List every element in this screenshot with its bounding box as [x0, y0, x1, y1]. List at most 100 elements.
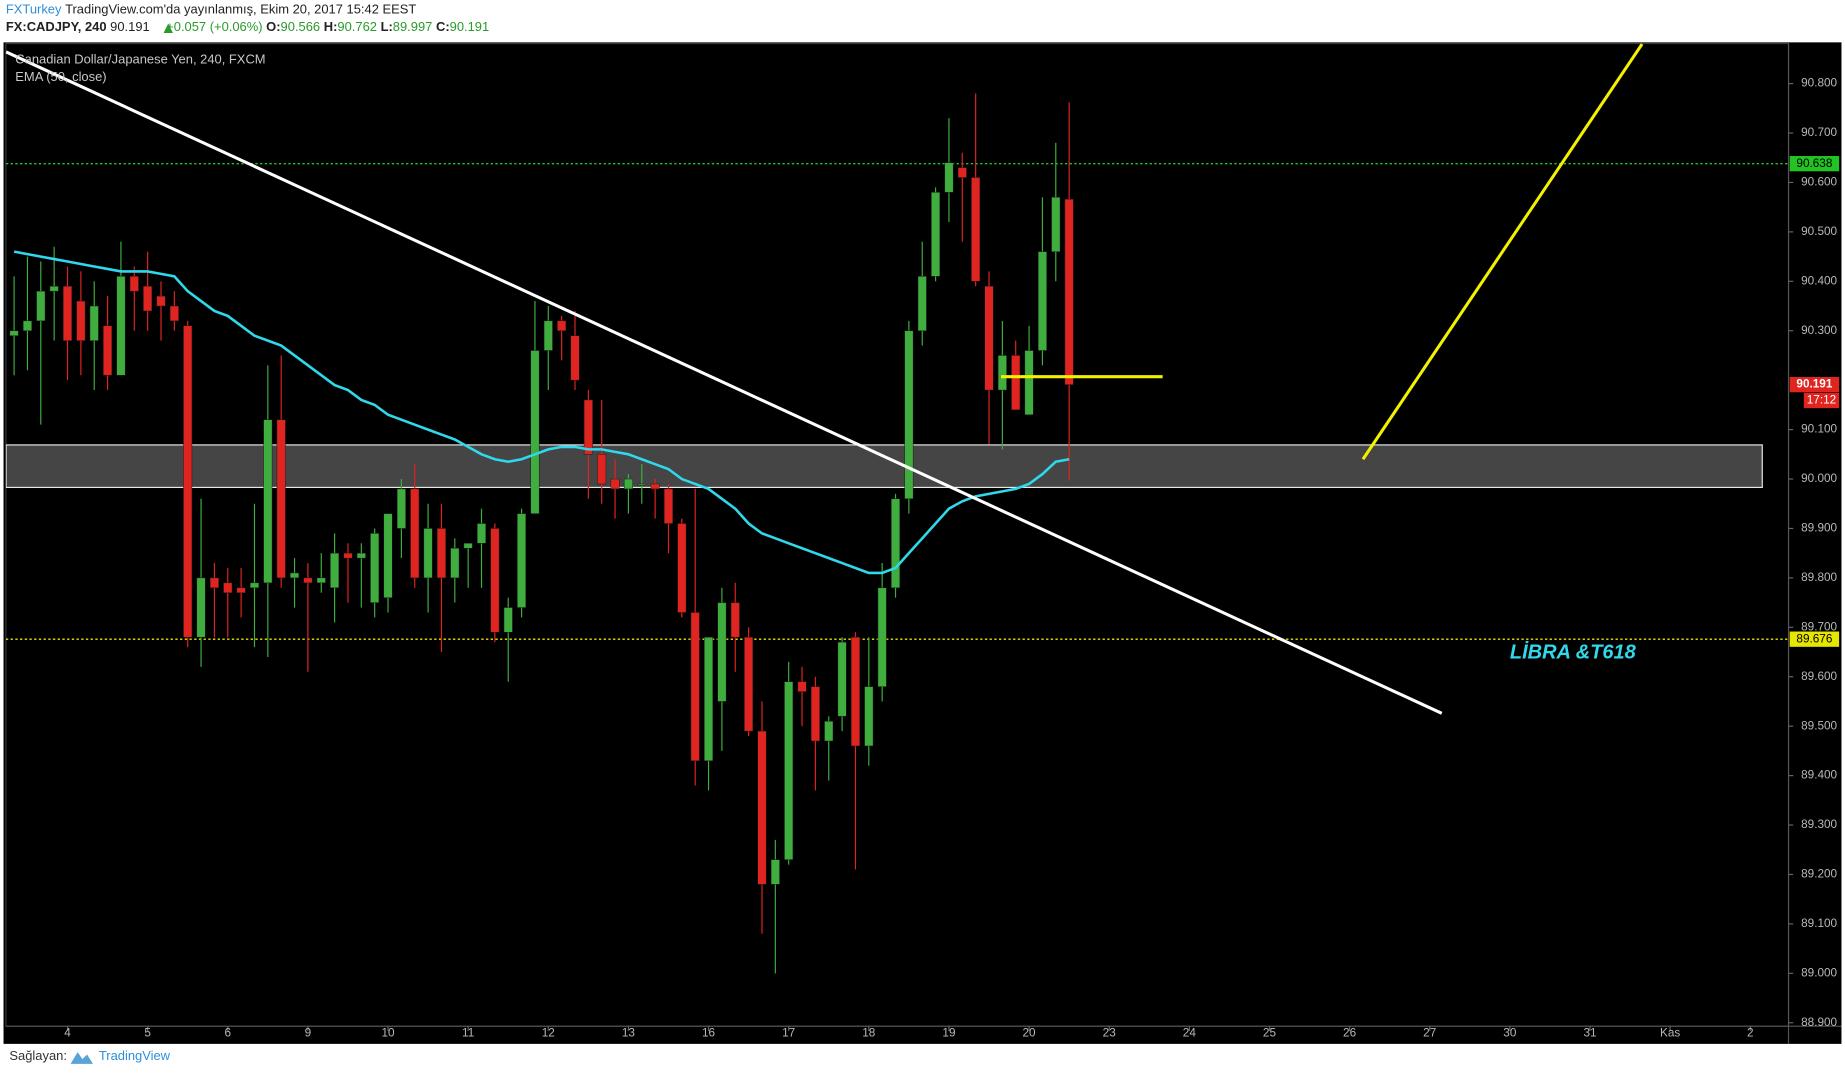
candle-body: [583, 399, 593, 455]
countdown: 17:12: [1807, 394, 1836, 407]
candle-body: [396, 488, 406, 529]
candle-body: [997, 355, 1007, 391]
candle-body: [410, 488, 420, 579]
candle-body: [824, 720, 834, 742]
level-label: 90.638: [1796, 157, 1832, 170]
y-tick-label: 89.500: [1801, 719, 1837, 732]
candle-body: [423, 528, 433, 579]
candle-body: [717, 602, 727, 702]
candle-body: [944, 162, 954, 193]
c-label: C:: [436, 20, 450, 35]
plot: LİBRA &T618: [5, 43, 1789, 974]
last: 90.191: [110, 20, 150, 35]
candle-body: [223, 582, 233, 593]
x-tick-label: 18: [862, 1026, 876, 1039]
logo-text[interactable]: TradingView: [99, 1048, 171, 1063]
candle-body: [690, 612, 700, 762]
candle-body: [236, 587, 246, 593]
candle-body: [1011, 355, 1021, 411]
legend-title: Canadian Dollar/Japanese Yen, 240, FXCM: [15, 51, 265, 66]
y-tick-label: 89.100: [1801, 917, 1837, 930]
candle-body: [356, 552, 366, 559]
candle-body: [704, 636, 714, 762]
candle-body: [49, 286, 59, 292]
y-tick-label: 90.600: [1801, 176, 1837, 189]
candle-body: [610, 478, 620, 490]
candle-body: [89, 305, 99, 341]
x-tick-label: 13: [622, 1026, 636, 1039]
candle-body: [757, 730, 767, 885]
change: +0.057 (+0.06%): [166, 20, 262, 35]
ema-line: [13, 250, 1070, 575]
candle-body: [129, 276, 139, 292]
candle-body: [9, 330, 19, 336]
legend-ema[interactable]: EMA (50, close): [15, 69, 106, 84]
candle-body: [637, 483, 647, 486]
candle-body: [503, 607, 513, 633]
x-tick-label: 16: [702, 1026, 716, 1039]
candle-body: [209, 577, 219, 589]
candle-body: [664, 488, 673, 524]
y-tick-label: 89.000: [1801, 966, 1837, 979]
x-tick-label: 9: [305, 1026, 312, 1039]
overlay: 88.900 89.000 89.100 89.200 89.300 89.400 89.5…: [64, 77, 1840, 1039]
candle-body: [917, 276, 927, 331]
y-tick-label: 89.800: [1801, 571, 1837, 584]
l-value: 89.997: [393, 20, 433, 35]
candle-body: [63, 286, 72, 341]
o-label: O:: [266, 20, 280, 35]
x-tick-label: 10: [381, 1026, 395, 1039]
candle-body: [891, 498, 900, 589]
y-tick-label: 90.000: [1801, 472, 1837, 485]
last-price-bg: [1789, 376, 1840, 393]
x-tick-label: 26: [1343, 1026, 1357, 1039]
x-tick-label: 24: [1183, 1026, 1197, 1039]
candle-body: [770, 859, 780, 885]
candle-body: [850, 636, 860, 747]
candle-body: [530, 350, 540, 514]
y-tick-label: 89.200: [1801, 868, 1837, 881]
last-price-label: 90.191: [1796, 378, 1832, 391]
brand[interactable]: FXTurkey: [6, 2, 62, 17]
drawn-line: [1361, 43, 1644, 461]
drawn-line: [5, 50, 1443, 715]
c-value: 90.191: [450, 20, 490, 35]
symbol: FX:CADJPY, 240: [6, 20, 107, 35]
logo-icon[interactable]: [70, 1052, 93, 1064]
candle-body: [169, 305, 179, 322]
y-tick-label: 89.600: [1801, 670, 1837, 683]
candle-body: [103, 325, 113, 376]
candle-body: [477, 523, 486, 544]
candle-body: [263, 419, 273, 584]
support-zone: [5, 444, 1763, 489]
l-label: L:: [381, 20, 393, 35]
candle-body: [276, 419, 286, 579]
x-tick-label: 12: [542, 1026, 555, 1039]
y-tick-label: 90.700: [1801, 126, 1837, 139]
candle-body: [904, 330, 914, 500]
candle-body: [1024, 350, 1034, 416]
candle-body: [316, 577, 326, 584]
candle-body: [984, 286, 994, 391]
candle-body: [730, 602, 740, 638]
h-value: 90.762: [337, 20, 377, 35]
candle-body: [597, 454, 607, 485]
x-tick-label: 25: [1263, 1026, 1277, 1039]
candle-body: [971, 177, 981, 282]
chart-bg: [3, 42, 1842, 1044]
candle-body: [436, 528, 446, 579]
candle-body: [810, 686, 820, 742]
candle-body: [797, 681, 807, 692]
x-tick-label: Kas: [1660, 1026, 1680, 1039]
x-tick-label: 11: [462, 1026, 474, 1039]
x-tick-label: 20: [1023, 1026, 1037, 1039]
candle-body: [450, 547, 460, 579]
quote-line: FX:CADJPY, 240 90.191 +0.057 (+0.06%) O: 9…: [6, 20, 489, 35]
candle-body: [1064, 199, 1074, 385]
candle-body: [156, 295, 166, 307]
y-tick-label: 90.500: [1801, 225, 1837, 238]
candle-body: [837, 641, 847, 717]
candle-body: [1051, 197, 1061, 252]
candle-body: [290, 572, 300, 579]
